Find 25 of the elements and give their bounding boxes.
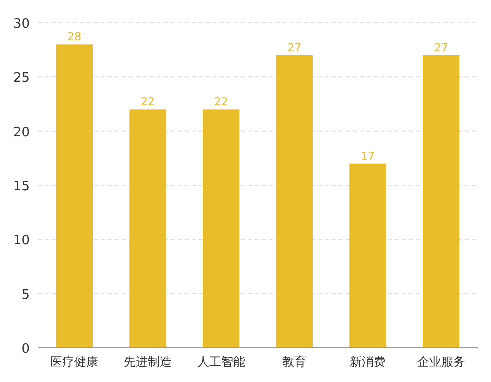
x-tick-label: 新消费 [350, 355, 386, 369]
y-tick-label: 0 [22, 342, 30, 357]
bar [350, 164, 386, 348]
data-label: 22 [141, 96, 155, 109]
x-tick-label: 先进制造 [124, 355, 172, 369]
x-tick-label: 人工智能 [197, 355, 246, 369]
bar [56, 44, 93, 348]
y-tick-label: 15 [13, 180, 30, 194]
y-tick-label: 20 [13, 125, 30, 140]
data-label: 27 [288, 42, 302, 54]
y-tick-label: 5 [22, 288, 30, 303]
y-tick-label: 30 [13, 17, 30, 32]
data-label: 22 [214, 96, 228, 109]
y-tick-label: 25 [13, 71, 30, 86]
bar [423, 56, 460, 348]
x-tick-label: 教育 [282, 355, 307, 369]
data-label: 17 [361, 150, 375, 163]
bar [130, 110, 166, 348]
bar [203, 110, 240, 348]
bar [276, 56, 313, 348]
x-tick-label: 医疗健康 [50, 355, 99, 369]
data-label: 28 [68, 30, 82, 44]
x-tick-label: 企业服务 [417, 355, 466, 369]
data-label: 27 [434, 42, 448, 54]
y-tick-label: 10 [13, 234, 30, 249]
